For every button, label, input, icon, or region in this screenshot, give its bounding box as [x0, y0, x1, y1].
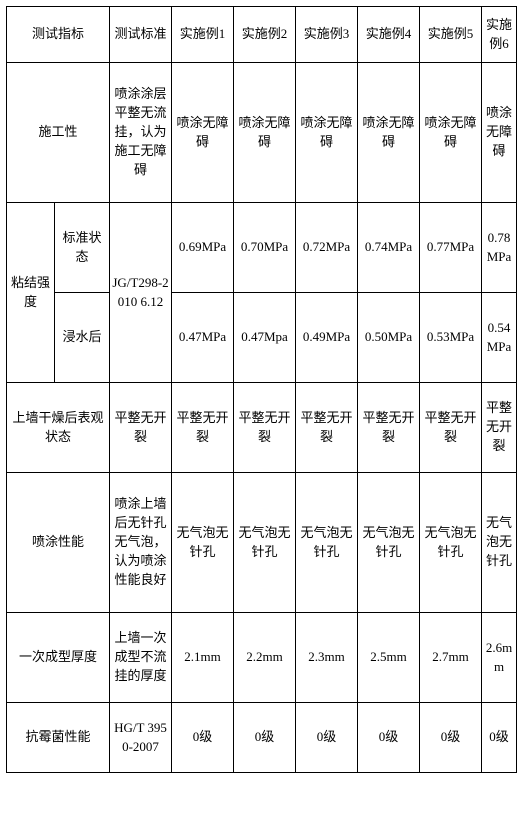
val-thickness-1: 2.1mm: [172, 613, 234, 703]
val-spray-6: 无气泡无针孔: [482, 473, 517, 613]
label-dry-appearance: 上墙干燥后表观状态: [7, 383, 110, 473]
val-bond-normal-1: 0.69MPa: [172, 203, 234, 293]
val-dry-4: 平整无开裂: [358, 383, 420, 473]
val-dry-5: 平整无开裂: [420, 383, 482, 473]
row-spray-perf: 喷涂性能 喷涂上墙后无针孔无气泡，认为喷涂性能良好 无气泡无针孔 无气泡无针孔 …: [7, 473, 517, 613]
row-mold: 抗霉菌性能 HG/T 3950-2007 0级 0级 0级 0级 0级 0级: [7, 703, 517, 773]
val-bond-normal-5: 0.77MPa: [420, 203, 482, 293]
std-workability: 喷涂涂层平整无流挂，认为施工无障碍: [110, 63, 172, 203]
val-workability-4: 喷涂无障碍: [358, 63, 420, 203]
label-workability: 施工性: [7, 63, 110, 203]
val-bond-immersed-2: 0.47Mpa: [234, 293, 296, 383]
val-thickness-2: 2.2mm: [234, 613, 296, 703]
std-dry-appearance: 平整无开裂: [110, 383, 172, 473]
val-spray-5: 无气泡无针孔: [420, 473, 482, 613]
header-col-4: 实施例4: [358, 7, 420, 63]
val-dry-2: 平整无开裂: [234, 383, 296, 473]
label-thickness: 一次成型厚度: [7, 613, 110, 703]
val-dry-6: 平整无开裂: [482, 383, 517, 473]
val-bond-normal-6: 0.78MPa: [482, 203, 517, 293]
std-mold: HG/T 3950-2007: [110, 703, 172, 773]
label-bond-immersed: 浸水后: [55, 293, 110, 383]
val-bond-immersed-3: 0.49MPa: [296, 293, 358, 383]
val-bond-immersed-4: 0.50MPa: [358, 293, 420, 383]
header-col-6: 实施例6: [482, 7, 517, 63]
std-thickness: 上墙一次成型不流挂的厚度: [110, 613, 172, 703]
val-mold-3: 0级: [296, 703, 358, 773]
results-table: 测试指标 测试标准 实施例1 实施例2 实施例3 实施例4 实施例5 实施例6 …: [6, 6, 517, 773]
val-spray-4: 无气泡无针孔: [358, 473, 420, 613]
val-thickness-6: 2.6mm: [482, 613, 517, 703]
header-col-5: 实施例5: [420, 7, 482, 63]
label-spray-perf: 喷涂性能: [7, 473, 110, 613]
row-bond-immersed: 浸水后 0.47MPa 0.47Mpa 0.49MPa 0.50MPa 0.53…: [7, 293, 517, 383]
val-bond-immersed-5: 0.53MPa: [420, 293, 482, 383]
val-dry-3: 平整无开裂: [296, 383, 358, 473]
header-col-2: 实施例2: [234, 7, 296, 63]
table-header-row: 测试指标 测试标准 实施例1 实施例2 实施例3 实施例4 实施例5 实施例6: [7, 7, 517, 63]
label-bond-normal: 标准状态: [55, 203, 110, 293]
std-spray-perf: 喷涂上墙后无针孔无气泡，认为喷涂性能良好: [110, 473, 172, 613]
header-standard: 测试标准: [110, 7, 172, 63]
label-bond: 粘结强度: [7, 203, 55, 383]
val-workability-6: 喷涂无障碍: [482, 63, 517, 203]
val-workability-1: 喷涂无障碍: [172, 63, 234, 203]
val-thickness-5: 2.7mm: [420, 613, 482, 703]
val-spray-2: 无气泡无针孔: [234, 473, 296, 613]
header-index: 测试指标: [7, 7, 110, 63]
val-bond-immersed-1: 0.47MPa: [172, 293, 234, 383]
val-workability-3: 喷涂无障碍: [296, 63, 358, 203]
val-mold-4: 0级: [358, 703, 420, 773]
header-col-3: 实施例3: [296, 7, 358, 63]
val-bond-normal-3: 0.72MPa: [296, 203, 358, 293]
val-thickness-4: 2.5mm: [358, 613, 420, 703]
val-workability-2: 喷涂无障碍: [234, 63, 296, 203]
val-dry-1: 平整无开裂: [172, 383, 234, 473]
val-mold-1: 0级: [172, 703, 234, 773]
val-bond-normal-4: 0.74MPa: [358, 203, 420, 293]
val-bond-immersed-6: 0.54MPa: [482, 293, 517, 383]
row-dry-appearance: 上墙干燥后表观状态 平整无开裂 平整无开裂 平整无开裂 平整无开裂 平整无开裂 …: [7, 383, 517, 473]
header-col-1: 实施例1: [172, 7, 234, 63]
val-mold-2: 0级: [234, 703, 296, 773]
val-workability-5: 喷涂无障碍: [420, 63, 482, 203]
val-spray-3: 无气泡无针孔: [296, 473, 358, 613]
val-spray-1: 无气泡无针孔: [172, 473, 234, 613]
row-bond-normal: 粘结强度 标准状态 JG/T298-2010 6.12 0.69MPa 0.70…: [7, 203, 517, 293]
val-bond-normal-2: 0.70MPa: [234, 203, 296, 293]
row-workability: 施工性 喷涂涂层平整无流挂，认为施工无障碍 喷涂无障碍 喷涂无障碍 喷涂无障碍 …: [7, 63, 517, 203]
row-thickness: 一次成型厚度 上墙一次成型不流挂的厚度 2.1mm 2.2mm 2.3mm 2.…: [7, 613, 517, 703]
val-mold-5: 0级: [420, 703, 482, 773]
label-mold: 抗霉菌性能: [7, 703, 110, 773]
val-mold-6: 0级: [482, 703, 517, 773]
val-thickness-3: 2.3mm: [296, 613, 358, 703]
std-bond: JG/T298-2010 6.12: [110, 203, 172, 383]
